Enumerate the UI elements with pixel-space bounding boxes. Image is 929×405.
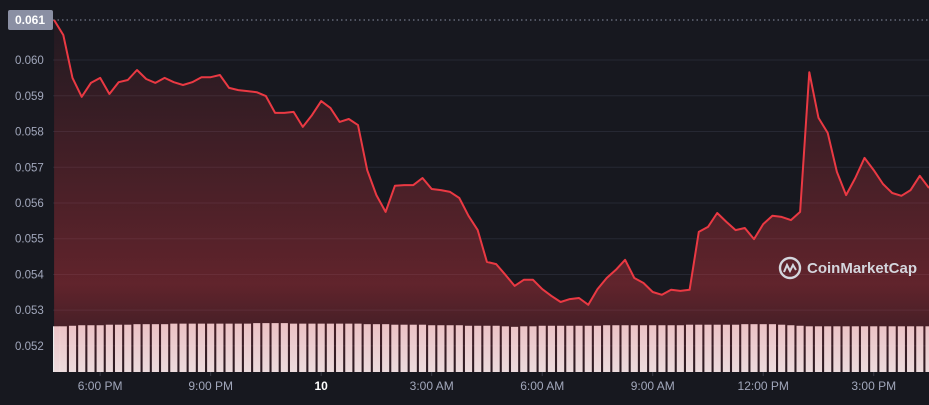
price-line	[53, 19, 929, 306]
y-tick-label: 0.057	[15, 162, 44, 174]
x-tick-label: 6:00 AM	[520, 379, 564, 393]
watermark-logo-mark	[783, 262, 797, 274]
y-tick-label: 0.058	[15, 127, 44, 139]
x-tick-label: 6:00 PM	[78, 379, 123, 393]
y-tick-label: 0.055	[15, 234, 44, 246]
y-tick-label: 0.054	[15, 269, 44, 281]
watermark: CoinMarketCap	[778, 256, 917, 280]
high-label-box	[8, 10, 53, 31]
area-fill	[54, 20, 929, 372]
y-tick-label: 0.059	[15, 91, 44, 103]
x-tick-label: 9:00 AM	[631, 379, 675, 393]
y-tick-label: 0.056	[15, 198, 44, 210]
high-label: 0.061	[15, 13, 45, 27]
x-tick-label: 3:00 PM	[851, 379, 896, 393]
foreground-layer: 0.052 0.053 0.054 0.055 0.056 0.057 0.058 0.059…	[8, 10, 929, 393]
area-layer	[54, 20, 929, 372]
y-tick-label: 0.060	[15, 55, 44, 67]
watermark-logo	[778, 256, 802, 280]
y-tick-label: 0.053	[15, 305, 44, 317]
x-tick-label: 10	[314, 379, 328, 393]
y-tick-label: 0.052	[15, 341, 44, 353]
x-tick-label: 9:00 PM	[188, 379, 233, 393]
watermark-text: CoinMarketCap	[807, 260, 917, 277]
x-tick-label: 12:00 PM	[738, 379, 789, 393]
x-tick-label: 3:00 AM	[410, 379, 454, 393]
